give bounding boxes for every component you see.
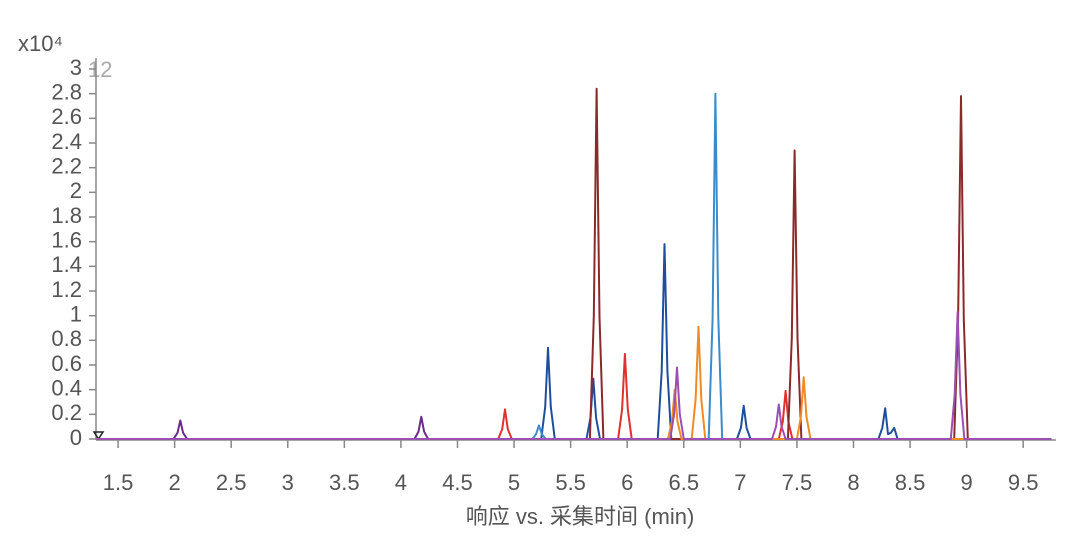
x-tick-label: 3	[282, 470, 294, 495]
series-line	[96, 243, 1052, 440]
x-tick-label: 6.5	[668, 470, 699, 495]
y-tick-label: 2.4	[51, 129, 82, 154]
y-tick-label: 1	[70, 301, 82, 326]
y-tick-label: 1.6	[51, 227, 82, 252]
x-tick-label: 5	[508, 470, 520, 495]
series-line	[96, 415, 1052, 440]
x-axis-label: 响应 vs. 采集时间 (min)	[466, 504, 695, 529]
x-tick-label: 4	[395, 470, 407, 495]
x-tick-label: 8.5	[895, 470, 926, 495]
y-tick-label: 2.8	[51, 79, 82, 104]
y-tick-label: 0.4	[51, 375, 82, 400]
x-tick-label: 9.5	[1008, 470, 1039, 495]
y-tick-label: 1.4	[51, 252, 82, 277]
y-tick-label: 0.8	[51, 326, 82, 351]
x-tick-label: 7	[734, 470, 746, 495]
x-tick-label: 2	[169, 470, 181, 495]
x-tick-label: 6	[621, 470, 633, 495]
series-line	[96, 87, 1052, 440]
y-tick-label: 2.2	[51, 153, 82, 178]
y-tick-label: 2	[70, 178, 82, 203]
x-tick-label: 1.5	[103, 470, 134, 495]
y-tick-label: 3	[70, 55, 82, 80]
y-tick-label: 1.2	[51, 277, 82, 302]
y-tick-label: 1.8	[51, 203, 82, 228]
y-tick-label: 0.6	[51, 351, 82, 376]
x-tick-label: 5.5	[555, 470, 586, 495]
x-tick-label: 7.5	[782, 470, 813, 495]
x-tick-label: 3.5	[329, 470, 360, 495]
series-line	[96, 311, 1052, 440]
x-tick-label: 9	[960, 470, 972, 495]
x-tick-label: 8	[847, 470, 859, 495]
series-line	[96, 352, 1052, 440]
y-multiplier: x10⁴	[18, 31, 63, 56]
y-tick-label: 0.2	[51, 400, 82, 425]
x-tick-label: 2.5	[216, 470, 247, 495]
y-tick-label: 0	[70, 425, 82, 450]
x-tick-label: 4.5	[442, 470, 473, 495]
y-tick-label: 2.6	[51, 104, 82, 129]
series-line	[96, 325, 1052, 440]
marker	[92, 431, 105, 441]
series-line	[96, 92, 1052, 440]
